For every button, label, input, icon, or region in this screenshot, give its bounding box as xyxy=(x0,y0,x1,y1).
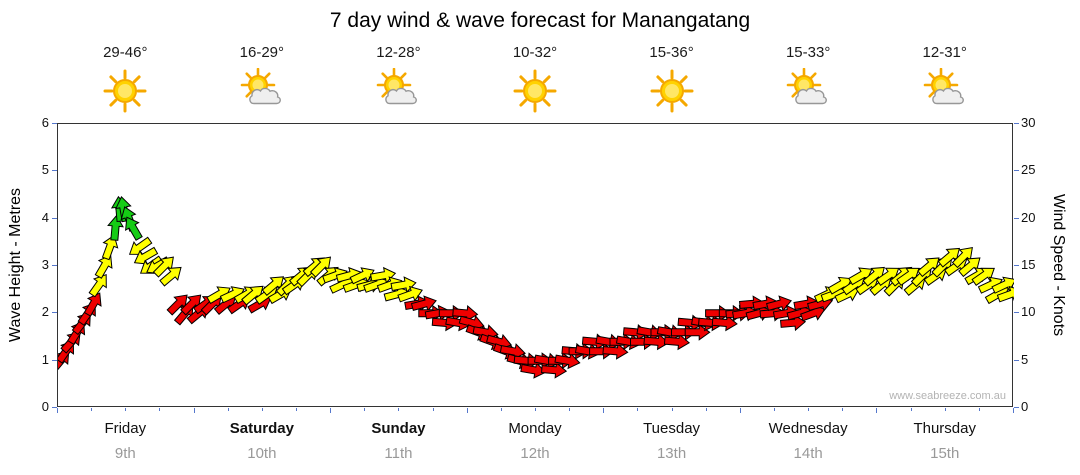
axis-tick xyxy=(1014,265,1019,266)
axis-tick xyxy=(296,408,297,411)
temp-range: 12-31° xyxy=(923,44,967,61)
axis-tick xyxy=(57,408,58,413)
weather-icon-slot xyxy=(649,68,695,119)
wave-height-tick-label: 6 xyxy=(9,115,49,131)
temp-range: 10-32° xyxy=(513,44,557,61)
axis-tick xyxy=(501,408,502,411)
axis-tick xyxy=(1014,218,1019,219)
wind-speed-tick-label: 5 xyxy=(1021,352,1028,368)
axis-tick xyxy=(774,408,775,411)
axis-tick xyxy=(159,408,160,411)
axis-tick xyxy=(330,408,331,413)
axis-tick xyxy=(706,408,707,411)
wind-speed-tick-label: 0 xyxy=(1021,399,1028,415)
y-axis-title-wind-speed: Wind Speed - Knots xyxy=(1049,194,1067,336)
day-name: Sunday xyxy=(371,420,425,437)
weather-icon-slot xyxy=(375,68,421,119)
sun-cloud-icon xyxy=(922,68,968,114)
axis-tick xyxy=(364,408,365,411)
day-date: 9th xyxy=(115,445,136,462)
day-name: Friday xyxy=(104,420,146,437)
day-name: Tuesday xyxy=(643,420,700,437)
day-date: 14th xyxy=(794,445,823,462)
day-name: Thursday xyxy=(913,420,976,437)
axis-tick xyxy=(1014,360,1019,361)
wave-height-tick-label: 2 xyxy=(9,304,49,320)
weather-icon-slot xyxy=(239,68,285,119)
wave-height-tick-label: 0 xyxy=(9,399,49,415)
axis-tick xyxy=(125,408,126,411)
day-date: 15th xyxy=(930,445,959,462)
axis-tick xyxy=(262,408,263,411)
axis-tick xyxy=(535,408,536,411)
axis-tick xyxy=(1014,123,1019,124)
axis-tick xyxy=(1013,408,1014,413)
watermark: www.seabreeze.com.au xyxy=(889,390,1006,402)
axis-tick xyxy=(433,408,434,411)
axis-tick xyxy=(467,408,468,413)
temp-range: 29-46° xyxy=(103,44,147,61)
axis-tick xyxy=(911,408,912,411)
axis-tick xyxy=(91,408,92,411)
axis-tick xyxy=(842,408,843,411)
wind-speed-tick-label: 25 xyxy=(1021,162,1035,178)
sun-cloud-icon xyxy=(785,68,831,114)
day-date: 11th xyxy=(384,445,412,462)
axis-tick xyxy=(228,408,229,411)
day-date: 12th xyxy=(520,445,549,462)
wind-speed-tick-label: 30 xyxy=(1021,115,1035,131)
weather-icon-slot xyxy=(102,68,148,119)
axis-tick xyxy=(1014,170,1019,171)
forecast-chart-page: 7 day wind & wave forecast for Manangata… xyxy=(0,0,1080,475)
axis-tick xyxy=(603,408,604,413)
axis-tick xyxy=(1014,312,1019,313)
axis-tick xyxy=(672,408,673,411)
day-date: 10th xyxy=(247,445,276,462)
wave-height-tick-label: 4 xyxy=(9,210,49,226)
axis-tick xyxy=(637,408,638,411)
sun-icon xyxy=(512,68,558,114)
wind-speed-tick-label: 15 xyxy=(1021,257,1035,273)
day-name: Monday xyxy=(508,420,561,437)
temp-range: 15-36° xyxy=(649,44,693,61)
wave-height-tick-label: 1 xyxy=(9,352,49,368)
sun-cloud-icon xyxy=(375,68,421,114)
axis-tick xyxy=(876,408,877,413)
day-date: 13th xyxy=(657,445,686,462)
axis-tick xyxy=(740,408,741,413)
axis-tick xyxy=(979,408,980,411)
axis-tick xyxy=(398,408,399,411)
axis-tick xyxy=(194,408,195,413)
wind-speed-tick-label: 10 xyxy=(1021,304,1035,320)
day-name: Saturday xyxy=(230,420,294,437)
chart-title: 7 day wind & wave forecast for Manangata… xyxy=(0,9,1080,33)
axis-tick xyxy=(808,408,809,411)
weather-icon-slot xyxy=(512,68,558,119)
day-name: Wednesday xyxy=(769,420,848,437)
temp-range: 16-29° xyxy=(240,44,284,61)
axis-tick xyxy=(945,408,946,411)
temp-range: 15-33° xyxy=(786,44,830,61)
weather-icon-slot xyxy=(922,68,968,119)
wind-speed-tick-label: 20 xyxy=(1021,210,1035,226)
sun-cloud-icon xyxy=(239,68,285,114)
wind-arrows-layer xyxy=(58,124,1014,408)
plot-area: www.seabreeze.com.au xyxy=(57,123,1013,407)
weather-icon-slot xyxy=(785,68,831,119)
axis-tick xyxy=(569,408,570,411)
axis-tick xyxy=(1014,407,1019,408)
sun-icon xyxy=(649,68,695,114)
wave-height-tick-label: 5 xyxy=(9,162,49,178)
temp-range: 12-28° xyxy=(376,44,420,61)
wave-height-tick-label: 3 xyxy=(9,257,49,273)
sun-icon xyxy=(102,68,148,114)
